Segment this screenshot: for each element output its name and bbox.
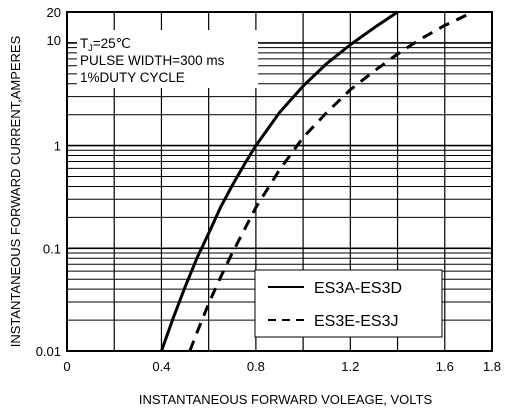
y-tick-label: 0.1: [43, 241, 61, 256]
x-tick-label: 1.8: [483, 359, 501, 374]
series-layer: [160, 10, 474, 352]
plot-frame: [66, 11, 493, 352]
x-tick-label: 1.2: [341, 359, 359, 374]
series-line-es3a-es3d: [160, 10, 399, 352]
x-tick-label: 0.8: [247, 359, 265, 374]
y-tick-label: 10: [47, 33, 61, 48]
y-axis-label: INSTANTANEOUS FORWARD CURRENT,AMPERES: [8, 35, 23, 347]
x-tick-label: 0.4: [152, 359, 170, 374]
series-line-es3e-es3j: [188, 10, 474, 352]
legend-label-es3e-es3j: ES3E-ES3J: [314, 313, 398, 330]
y-tick-labels: 20 10 1 0.1 0.01: [36, 5, 61, 359]
x-tick-labels: 0 0.4 0.8 1.2 1.6 1.8: [63, 359, 501, 374]
annotation-background: [77, 30, 258, 88]
x-tick-label: 0: [63, 359, 70, 374]
annotation-duty-cycle: 1%DUTY CYCLE: [80, 70, 185, 85]
x-axis-label: INSTANTANEOUS FORWARD VOLEAGE, VOLTS: [139, 392, 433, 407]
legend: ES3A-ES3D ES3E-ES3J: [254, 269, 443, 338]
conditions-annotation: TJ=25℃ PULSE WIDTH=300 ms 1%DUTY CYCLE: [77, 30, 258, 88]
annotation-temp-subscript: J: [88, 43, 93, 53]
legend-label-es3a-es3d: ES3A-ES3D: [314, 280, 402, 297]
annotation-junction-temp: TJ=25℃: [80, 36, 131, 53]
annotation-temp-symbol: T: [80, 36, 88, 51]
y-tick-label: 20: [47, 5, 61, 20]
legend-box: [254, 269, 443, 338]
x-tick-label: 1.6: [436, 359, 454, 374]
annotation-pulse-width: PULSE WIDTH=300 ms: [80, 53, 225, 68]
y-tick-label: 0.01: [36, 344, 61, 359]
y-tick-label: 1: [54, 139, 61, 154]
annotation-temp-value: =25℃: [93, 36, 131, 51]
